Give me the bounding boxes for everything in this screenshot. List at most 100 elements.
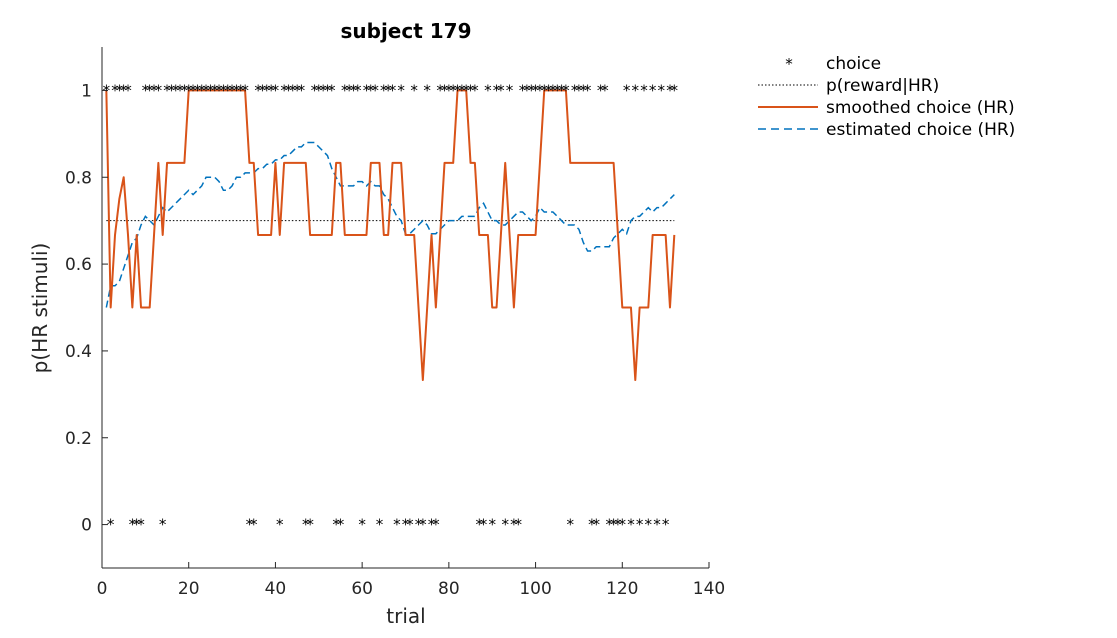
x-axis-label: trial: [386, 604, 425, 628]
choice-point: *: [661, 516, 670, 534]
choice-point: *: [527, 81, 536, 99]
choice-point: *: [410, 81, 419, 99]
legend-label-smoothed: smoothed choice (HR): [826, 98, 1015, 118]
choice-point: *: [379, 81, 388, 99]
choice-point: *: [288, 81, 297, 99]
choice-point: *: [202, 81, 211, 99]
choice-point: *: [670, 81, 679, 99]
x-tick-label: 100: [519, 579, 551, 599]
y-tick-label: 0.2: [65, 429, 92, 449]
choice-point: *: [171, 81, 180, 99]
choice-point: *: [340, 81, 349, 99]
choice-point: *: [553, 81, 562, 99]
choice-point: *: [310, 81, 319, 99]
choice-point: *: [540, 81, 549, 99]
x-tick-label: 60: [351, 579, 373, 599]
choice-point: *: [596, 81, 605, 99]
choice-point: *: [609, 516, 618, 534]
x-axis-ticks: 0 20 40 60 80 100 120 140: [97, 562, 725, 599]
choice-point: *: [570, 81, 579, 99]
choice-point: *: [345, 81, 354, 99]
choice-point: *: [466, 81, 475, 99]
choice-point: *: [197, 81, 206, 99]
choice-point: *: [132, 516, 141, 534]
choice-point: *: [483, 81, 492, 99]
choice-point: *: [241, 81, 250, 99]
y-tick-label: 0: [81, 516, 92, 536]
choice-point: *: [245, 516, 254, 534]
choice-point: *: [106, 516, 115, 534]
choice-point: *: [176, 81, 185, 99]
choice-point: *: [665, 81, 674, 99]
choice-point: *: [397, 81, 406, 99]
choice-point: *: [154, 81, 163, 99]
choice-point: *: [306, 516, 315, 534]
choice-point: *: [488, 516, 497, 534]
choice-point: *: [644, 516, 653, 534]
plot-background: [102, 47, 709, 568]
choice-point: *: [110, 81, 119, 99]
choice-point: *: [631, 81, 640, 99]
choice-point: *: [457, 81, 466, 99]
choice-point: *: [531, 81, 540, 99]
choice-point: *: [189, 81, 198, 99]
choice-point: *: [431, 516, 440, 534]
choice-point: *: [414, 516, 423, 534]
choice-point: *: [375, 516, 384, 534]
choice-point: *: [622, 81, 631, 99]
choice-point: *: [254, 81, 263, 99]
choice-point: *: [384, 81, 393, 99]
y-tick-label: 1: [81, 81, 92, 101]
choice-point: *: [297, 81, 306, 99]
choice-point: *: [522, 81, 531, 99]
choice-point: *: [145, 81, 154, 99]
choice-point: *: [358, 516, 367, 534]
choice-point: *: [449, 81, 458, 99]
y-tick-label: 0.4: [65, 342, 92, 362]
x-tick-label: 80: [438, 579, 460, 599]
legend-label-reward: p(reward|HR): [826, 76, 939, 96]
choice-point: *: [405, 516, 414, 534]
choice-point: *: [501, 516, 510, 534]
choice-point: *: [479, 516, 488, 534]
choice-point: *: [353, 81, 362, 99]
legend-label-estimated: estimated choice (HR): [826, 120, 1015, 140]
choice-point: *: [236, 81, 245, 99]
choice-point: *: [639, 81, 648, 99]
choice-point: *: [648, 81, 657, 99]
choice-point: *: [557, 81, 566, 99]
choice-point: *: [605, 516, 614, 534]
choice-point: *: [496, 81, 505, 99]
choice-point: *: [293, 81, 302, 99]
choice-point: *: [206, 81, 215, 99]
choice-point: *: [332, 516, 341, 534]
choice-point: *: [158, 516, 167, 534]
choice-point: *: [440, 81, 449, 99]
choice-point: *: [314, 81, 323, 99]
choice-point: *: [475, 516, 484, 534]
choice-point: *: [587, 516, 596, 534]
choice-point: *: [150, 81, 159, 99]
choice-point: *: [193, 81, 202, 99]
choice-point: *: [518, 81, 527, 99]
choice-point: *: [657, 81, 666, 99]
choice-point: *: [180, 81, 189, 99]
choice-point: *: [566, 516, 575, 534]
choice-point: *: [583, 81, 592, 99]
choice-point: *: [436, 81, 445, 99]
choice-point: *: [362, 81, 371, 99]
choice-point: *: [163, 81, 172, 99]
choice-point: *: [492, 81, 501, 99]
choice-point: *: [262, 81, 271, 99]
choice-point: *: [544, 81, 553, 99]
chart-title: subject 179: [340, 19, 471, 43]
choice-point: *: [514, 516, 523, 534]
choice-point: *: [223, 81, 232, 99]
choice-point: *: [119, 81, 128, 99]
choice-point: *: [579, 81, 588, 99]
x-tick-label: 40: [265, 579, 287, 599]
choice-point: *: [423, 81, 432, 99]
choice-point: *: [561, 81, 570, 99]
choice-point: *: [284, 81, 293, 99]
choice-point: *: [137, 516, 146, 534]
